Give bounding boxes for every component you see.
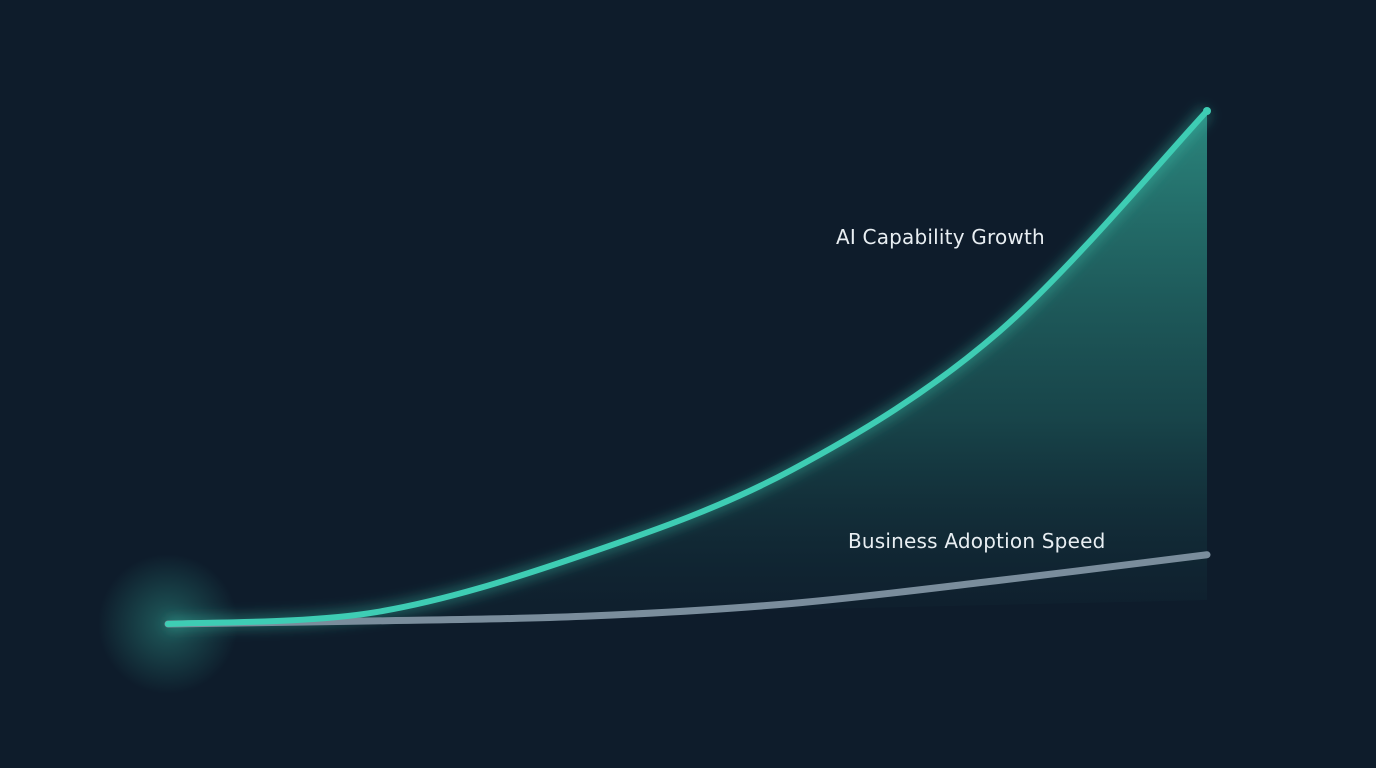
ai-capability-area: [168, 111, 1207, 624]
business-adoption-line: [164, 551, 1211, 628]
ai-capability-line: [165, 108, 1210, 627]
series-label-ai-capability: AI Capability Growth: [836, 225, 1045, 249]
ai-capability-endpoint: [1203, 107, 1211, 115]
series-label-business-adoption: Business Adoption Speed: [848, 529, 1106, 553]
